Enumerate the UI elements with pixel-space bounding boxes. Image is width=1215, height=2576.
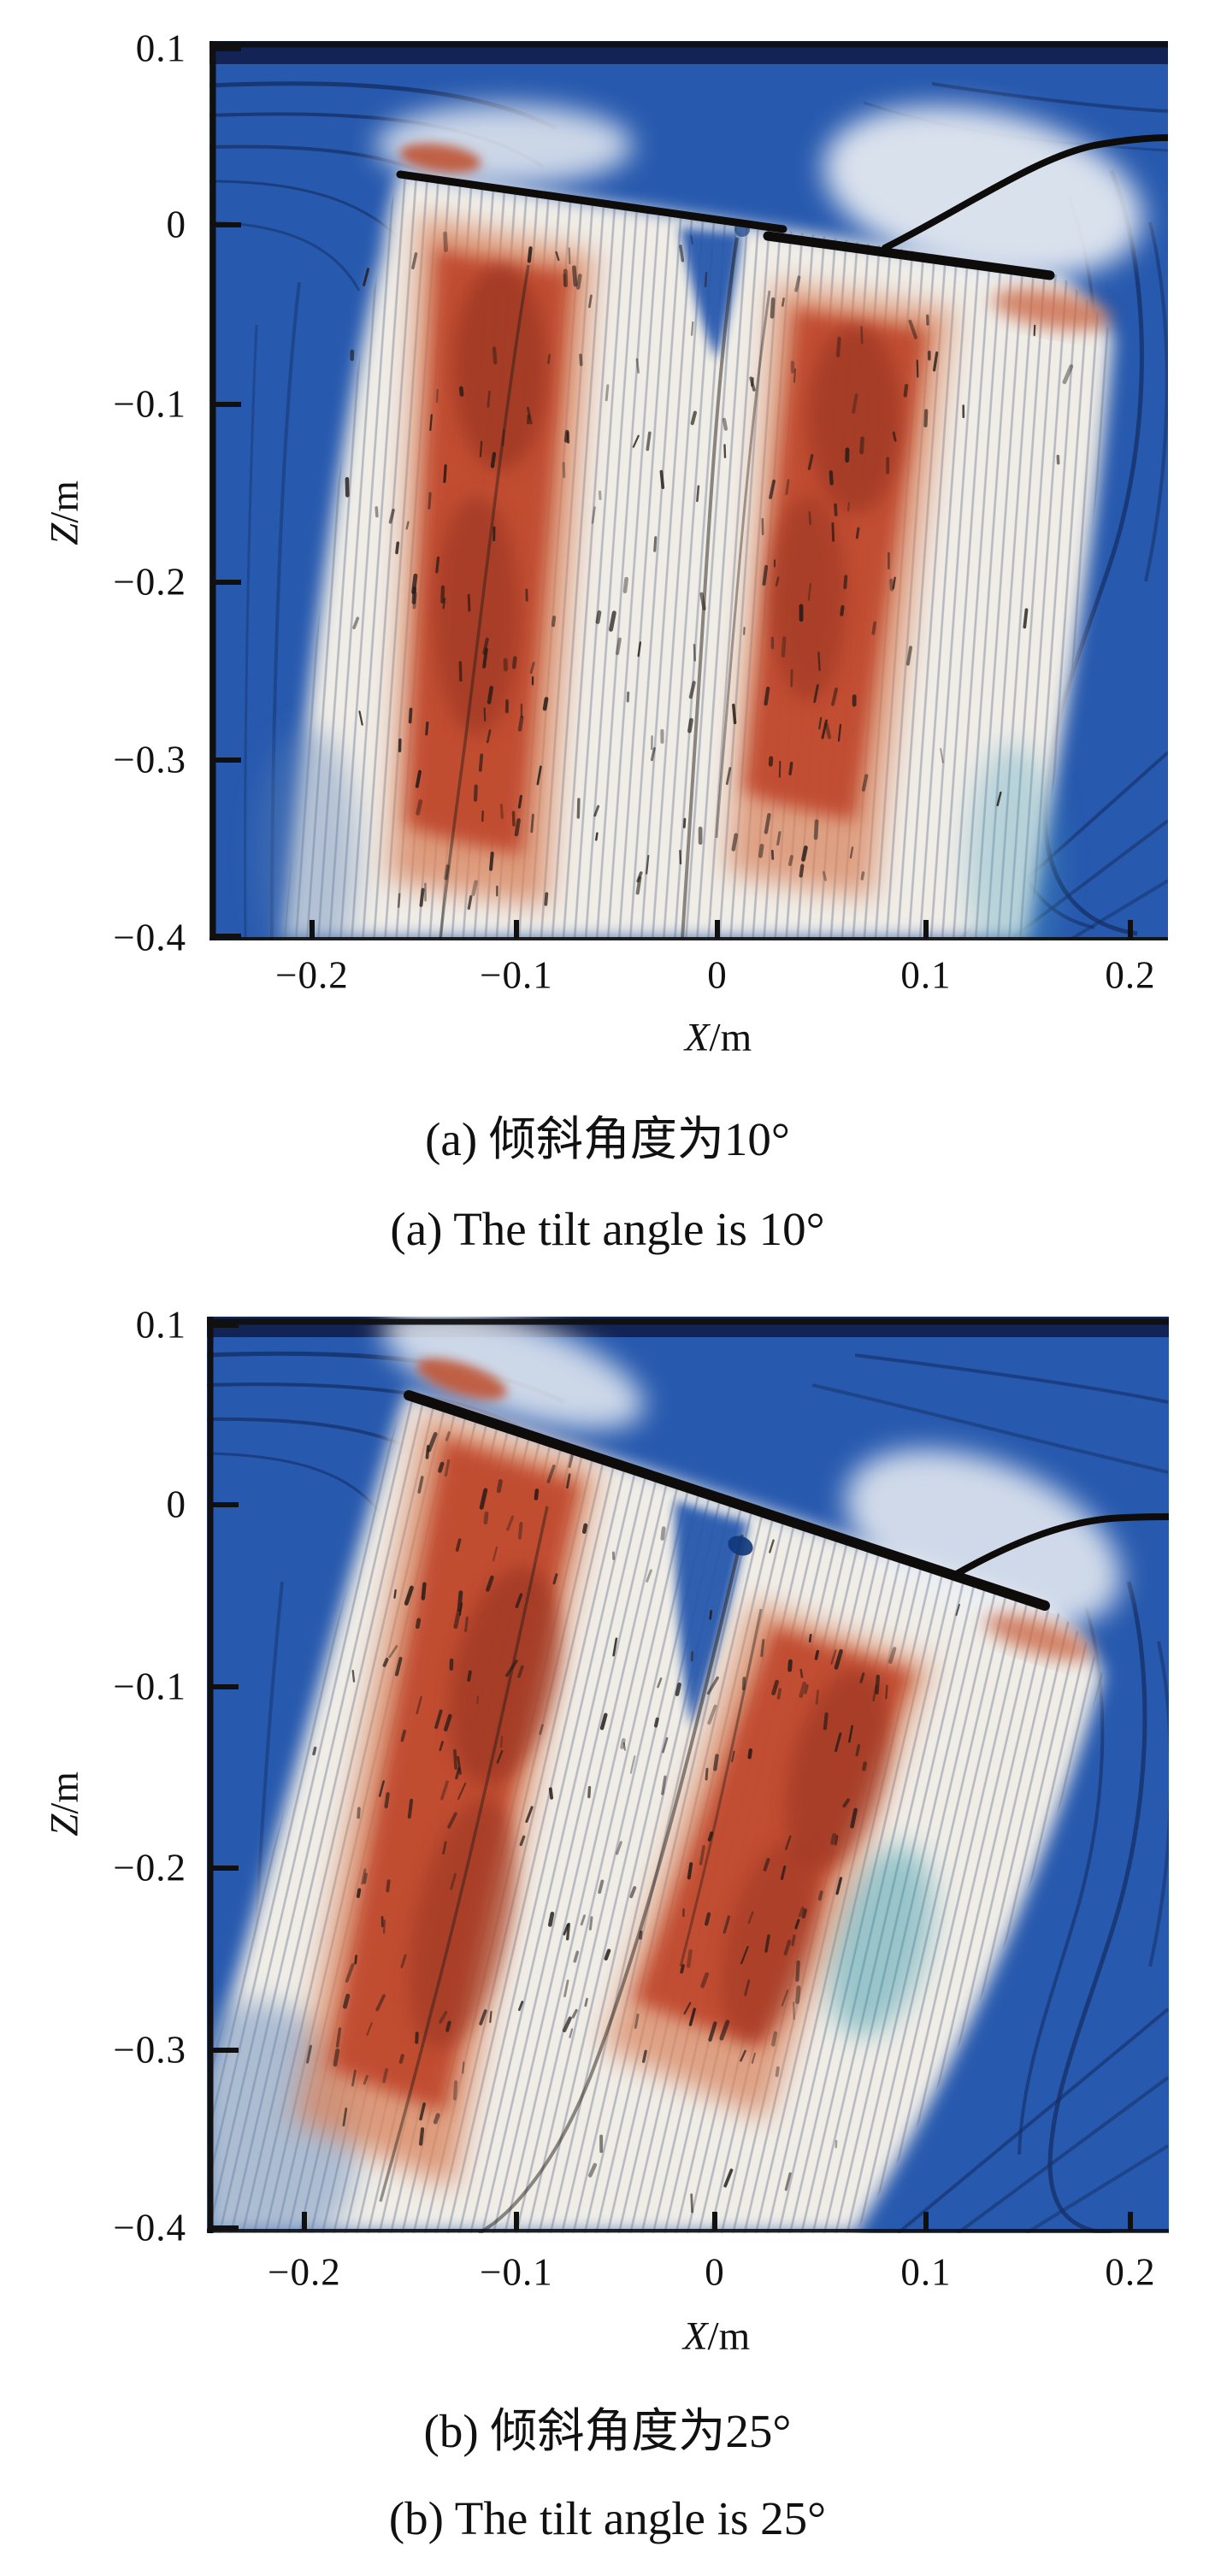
y-tick-marks-a xyxy=(210,46,241,939)
dark-red-patch xyxy=(434,496,520,735)
y-axis-label-a: Z/m xyxy=(42,480,87,545)
wake-line-a xyxy=(882,134,1168,251)
edge-wash-right-a xyxy=(966,744,1060,940)
x-tick-label: 0 xyxy=(707,953,728,997)
plot-frame-b xyxy=(207,1317,1169,2233)
y-tick-label: −0.3 xyxy=(113,738,186,781)
flow-plot-a xyxy=(209,41,1168,940)
x-tick-marks-b xyxy=(302,2212,1133,2231)
x-tick-label: −0.1 xyxy=(480,953,553,997)
vector-speckles-b xyxy=(306,1431,961,2213)
y-axis-label-b: Z/m xyxy=(42,1771,87,1836)
caption-b-en: (b) The tilt angle is 25° xyxy=(388,2492,827,2544)
plot-frame-a xyxy=(209,41,1168,940)
x-tick-label: −0.2 xyxy=(275,953,349,997)
jet-shear-lines-b xyxy=(379,1506,763,2233)
hub-spot-b xyxy=(728,1536,753,1556)
y-tick-label: −0.4 xyxy=(113,2206,186,2249)
caption-a-zh: (a) 倾斜角度为10° xyxy=(425,1113,790,1165)
x-tick-label: 0.1 xyxy=(900,2250,952,2294)
teal-pocket-b xyxy=(829,1845,933,2037)
dark-red-patch xyxy=(770,496,846,701)
y-tick-label: −0.1 xyxy=(113,1665,186,1708)
x-tick-label: −0.1 xyxy=(480,2250,553,2294)
rotor-disk-b xyxy=(404,1390,1050,1611)
y-tick-label: −0.2 xyxy=(113,560,186,604)
dark-red-patch xyxy=(786,1669,890,1871)
rotor-disk-a-right xyxy=(763,231,1055,280)
caption-b-zh: (b) 倾斜角度为25° xyxy=(423,2405,792,2457)
wake-line-b xyxy=(950,1513,1169,1579)
edge-wash-left-a xyxy=(257,727,359,940)
y-tick-label: 0 xyxy=(166,203,186,246)
x-tick-label: −0.2 xyxy=(268,2250,341,2294)
x-axis-label-b: X/m xyxy=(682,2314,751,2359)
dark-red-patch xyxy=(808,325,902,513)
hub-wedge-a xyxy=(680,227,742,359)
caption-a-en: (a) The tilt angle is 10° xyxy=(390,1203,825,1255)
rotor-disk-a-left xyxy=(396,170,787,233)
y-tick-marks-b xyxy=(208,1323,239,2231)
y-tick-label: 0.1 xyxy=(135,27,186,70)
dark-red-patch xyxy=(449,1566,560,1785)
tip-red-sliver-left-b xyxy=(416,1358,507,1400)
y-tick-label: −0.1 xyxy=(113,382,186,426)
x-tick-label: 0 xyxy=(705,2250,725,2294)
tip-red-sliver-right-a xyxy=(992,288,1112,331)
tip-red-sliver-right-b xyxy=(985,1613,1093,1661)
x-tick-label: 0.2 xyxy=(1105,2250,1156,2294)
y-tick-label: 0.1 xyxy=(135,1303,186,1347)
y-tick-label: −0.4 xyxy=(113,916,186,959)
y-tick-label: −0.2 xyxy=(113,1846,186,1889)
x-axis-label-a: X/m xyxy=(684,1015,752,1060)
dark-red-patch xyxy=(453,265,547,470)
y-tick-label: 0 xyxy=(166,1483,186,1526)
dark-red-patch xyxy=(408,1797,516,2050)
x-tick-marks-a xyxy=(310,920,1133,939)
y-tick-label: −0.3 xyxy=(113,2028,186,2072)
fountain-arc-left-b xyxy=(381,1317,645,1429)
vector-speckles-a xyxy=(345,231,1074,911)
x-tick-label: 0.2 xyxy=(1105,953,1156,997)
tip-red-sliver-left-a xyxy=(399,143,481,174)
flow-plot-b xyxy=(207,1317,1169,2233)
x-tick-label: 0.1 xyxy=(900,953,952,997)
